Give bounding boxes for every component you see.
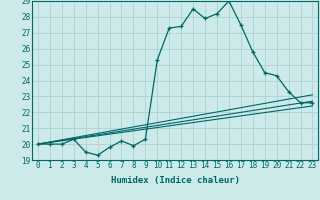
X-axis label: Humidex (Indice chaleur): Humidex (Indice chaleur): [111, 176, 240, 185]
